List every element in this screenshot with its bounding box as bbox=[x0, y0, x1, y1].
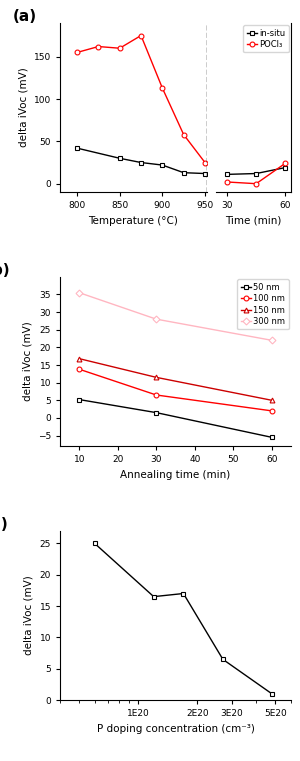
X-axis label: Time (min): Time (min) bbox=[225, 215, 281, 226]
Legend: 50 nm, 100 nm, 150 nm, 300 nm: 50 nm, 100 nm, 150 nm, 300 nm bbox=[237, 279, 289, 330]
150 nm bbox=[270, 396, 274, 405]
150 nm bbox=[154, 373, 158, 382]
Line: 150 nm: 150 nm bbox=[77, 356, 274, 403]
Legend: in-situ, POCl₃: in-situ, POCl₃ bbox=[243, 25, 289, 53]
Y-axis label: delta iVoc (mV): delta iVoc (mV) bbox=[22, 322, 32, 401]
300 nm bbox=[270, 336, 274, 345]
300 nm bbox=[154, 314, 158, 323]
X-axis label: Annealing time (min): Annealing time (min) bbox=[120, 470, 231, 479]
100 nm bbox=[270, 406, 274, 416]
Line: 50 nm: 50 nm bbox=[77, 397, 274, 440]
Text: (b): (b) bbox=[0, 263, 11, 279]
Text: (c): (c) bbox=[0, 517, 9, 532]
50 nm bbox=[77, 395, 81, 404]
Line: 300 nm: 300 nm bbox=[77, 290, 274, 342]
150 nm bbox=[77, 354, 81, 363]
Line: 100 nm: 100 nm bbox=[77, 367, 274, 413]
X-axis label: Temperature (°C): Temperature (°C) bbox=[88, 215, 178, 226]
X-axis label: P doping concentration (cm⁻³): P doping concentration (cm⁻³) bbox=[97, 724, 254, 734]
300 nm bbox=[77, 288, 81, 298]
Y-axis label: delta iVoc (mV): delta iVoc (mV) bbox=[24, 575, 34, 655]
50 nm bbox=[270, 433, 274, 442]
100 nm bbox=[154, 390, 158, 400]
Text: (a): (a) bbox=[13, 9, 37, 24]
100 nm bbox=[77, 365, 81, 374]
Y-axis label: delta iVoc (mV): delta iVoc (mV) bbox=[18, 68, 28, 148]
50 nm bbox=[154, 408, 158, 417]
